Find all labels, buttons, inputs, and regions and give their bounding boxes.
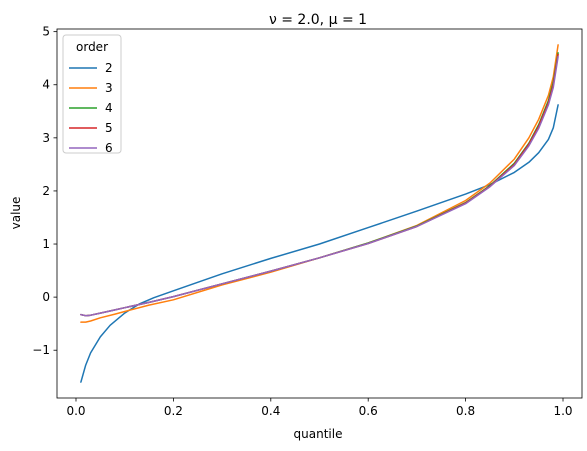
chart-title: ν = 2.0, μ = 1 bbox=[269, 12, 367, 28]
y-tick-label: 3 bbox=[42, 131, 50, 145]
legend-label-5: 5 bbox=[105, 121, 113, 135]
y-tick-label: 5 bbox=[42, 25, 50, 39]
x-tick-label: 1.0 bbox=[553, 404, 572, 418]
legend: order 2 3 4 5 6 bbox=[62, 34, 122, 155]
y-axis: −1 0 1 2 3 4 5 bbox=[32, 25, 57, 357]
x-tick-label: 0.2 bbox=[164, 404, 183, 418]
x-tick-label: 0.6 bbox=[359, 404, 378, 418]
plot-area bbox=[80, 44, 559, 383]
legend-label-2: 2 bbox=[105, 61, 113, 75]
x-axis-label: quantile bbox=[294, 427, 343, 441]
y-axis-label: value bbox=[9, 197, 23, 230]
x-tick-label: 0.4 bbox=[261, 404, 280, 418]
y-tick-label: 0 bbox=[42, 290, 50, 304]
y-tick-label: 2 bbox=[42, 184, 50, 198]
legend-title: order bbox=[76, 40, 108, 54]
legend-label-3: 3 bbox=[105, 81, 113, 95]
y-tick-label: −1 bbox=[32, 343, 50, 357]
x-axis: 0.0 0.2 0.4 0.6 0.8 1.0 bbox=[66, 398, 573, 418]
legend-box bbox=[62, 34, 122, 154]
y-tick-label: 4 bbox=[42, 78, 50, 92]
y-tick-label: 1 bbox=[42, 237, 50, 251]
legend-label-4: 4 bbox=[105, 101, 113, 115]
legend-label-6: 6 bbox=[105, 141, 113, 155]
x-tick-label: 0.8 bbox=[456, 404, 475, 418]
series-line-6 bbox=[80, 55, 559, 317]
series-line-2 bbox=[80, 104, 559, 383]
x-tick-label: 0.0 bbox=[66, 404, 85, 418]
axes-frame bbox=[56, 28, 583, 399]
